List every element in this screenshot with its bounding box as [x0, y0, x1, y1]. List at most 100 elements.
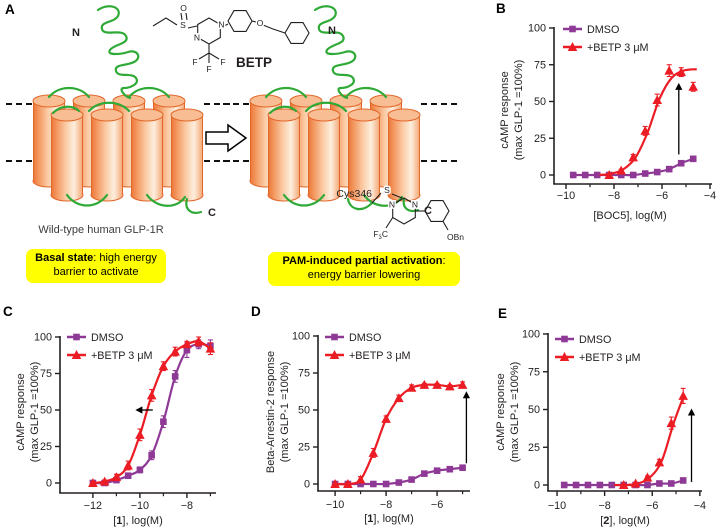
betp-atom-labels: O S N N F F F O: [179, 2, 266, 76]
svg-text:(max GLP-1 =100%): (max GLP-1 =100%): [279, 362, 291, 463]
x-tick-label: −6: [431, 499, 443, 511]
x-tick-label: −8: [608, 190, 620, 202]
data-point-triangle: [88, 478, 98, 487]
data-point-triangle: [146, 390, 157, 400]
basal-state-box: Basal state: high energy barrier to acti…: [26, 249, 166, 283]
legend-label: DMSO: [579, 334, 611, 346]
panel-a-label: A: [5, 2, 15, 17]
data-point-triangle: [343, 479, 353, 488]
data-point-square: [641, 170, 649, 177]
data-point-triangle: [135, 429, 145, 439]
data-point-triangle: [630, 478, 641, 488]
data-point-triangle: [666, 418, 677, 428]
data-point-triangle: [652, 95, 662, 105]
series-betp: [88, 336, 216, 487]
data-point-square: [136, 466, 144, 474]
y-tick-label: 100: [34, 332, 52, 344]
transition-arrow: [205, 123, 248, 153]
fit-curve: [614, 394, 686, 487]
data-point-triangle: [559, 352, 570, 361]
shift-arrow: [462, 391, 471, 464]
series-dmso: [569, 155, 697, 179]
data-point-square: [148, 451, 155, 459]
y-tick-label: 100: [292, 331, 310, 343]
series-betp: [599, 64, 698, 179]
data-point-square: [596, 481, 604, 489]
receptor-bundle-left: [33, 88, 203, 206]
x-tick-label: −10: [548, 500, 566, 512]
legend: DMSO +BETP 3 μM: [325, 332, 411, 362]
y-tick-label: 100: [528, 23, 546, 35]
data-point-triangle: [368, 447, 379, 457]
shift-arrow: [135, 406, 153, 414]
data-point-square: [331, 333, 338, 341]
svg-text:Beta-Arrestin-2 response: Beta-Arrestin-2 response: [265, 351, 277, 473]
data-point-square: [357, 480, 364, 488]
chart-svg-B: 0 25 50 75 100 −10 −8 −6 −4 cAMP response (max GLP…: [499, 23, 716, 222]
svg-text:O: O: [180, 3, 187, 13]
y-tick-label: 0: [46, 478, 52, 490]
basal-state-bold: Basal state: [35, 252, 94, 264]
obn-label: OBn: [447, 232, 464, 242]
x-tick-label: −4: [694, 500, 706, 512]
y-tick-label: 0: [540, 170, 546, 182]
svg-text:cAMP response: cAMP response: [495, 373, 507, 450]
shift-arrow: [687, 408, 696, 482]
data-point-square: [581, 171, 589, 179]
data-point-square: [171, 373, 179, 380]
panel-e-label: E: [498, 306, 508, 321]
x-tick-label: −10: [326, 499, 344, 511]
n-terminus-label-left: N: [72, 27, 80, 39]
x-tick-label: −6: [656, 190, 668, 202]
y-axis-title: cAMP response (max GLP-1 =100%): [15, 362, 41, 463]
f3c-label: F3C: [373, 229, 388, 241]
data-point-triangle: [432, 379, 442, 389]
chart-svg-E: 0 25 50 75 100 −10 −8 −6 −4 cAMP response (max GLP…: [495, 329, 706, 527]
x-axis-ticks: −10 −8 −6 −4: [548, 491, 706, 512]
pam-state-box: PAM-induced partial activation: energy b…: [268, 252, 460, 286]
data-point-square: [569, 25, 576, 33]
data-point-triangle: [640, 125, 650, 135]
data-point-square: [653, 168, 661, 176]
y-tick-label: 75: [534, 59, 546, 71]
betp-structure: [152, 10, 310, 63]
panel-c-label: C: [3, 304, 13, 319]
legend-label: DMSO: [91, 332, 123, 344]
data-point-triangle: [71, 350, 82, 359]
data-point-triangle: [99, 476, 110, 486]
data-point-square: [572, 481, 580, 489]
data-point-triangle: [394, 393, 404, 403]
data-point-triangle: [618, 480, 629, 489]
series-dmso: [89, 339, 214, 487]
data-point-square: [183, 346, 191, 354]
data-point-square: [593, 171, 601, 179]
y-tick-label: 25: [534, 133, 546, 145]
x-axis-ticks: −10 −8 −6 −4: [557, 184, 716, 202]
x-axis-title: [BOC5], log(M): [593, 210, 666, 222]
data-point-triangle: [329, 350, 340, 359]
cys-conjugate-structure: [371, 192, 450, 231]
data-point-square: [160, 418, 167, 425]
svg-text:(max GLP-1 =100%): (max GLP-1 =100%): [509, 362, 521, 463]
data-point-square: [561, 335, 568, 343]
data-point-square: [665, 165, 673, 173]
fit-curve: [92, 340, 212, 485]
data-point-triangle: [642, 472, 653, 482]
y-tick-label: 0: [534, 480, 540, 492]
y-axis-title: cAMP response (max GLP-1 =100%): [499, 60, 525, 161]
svg-text:cAMP response: cAMP response: [15, 373, 27, 450]
x-tick-label: −8: [181, 500, 193, 512]
svg-text:N: N: [412, 200, 418, 210]
data-point-triangle: [330, 479, 340, 488]
data-point-triangle: [205, 343, 216, 353]
svg-text:N: N: [194, 33, 200, 43]
x-tick-label: −8: [380, 499, 392, 511]
x-axis-ticks: −10 −8 −6: [326, 491, 464, 511]
x-tick-label: −10: [131, 500, 149, 512]
svg-text:N: N: [389, 200, 395, 210]
y-axis-ticks: 0 25 50 75 100: [528, 23, 554, 182]
data-point-square: [408, 476, 415, 483]
svg-text:F: F: [206, 64, 211, 74]
panel-d-label: D: [251, 304, 261, 319]
